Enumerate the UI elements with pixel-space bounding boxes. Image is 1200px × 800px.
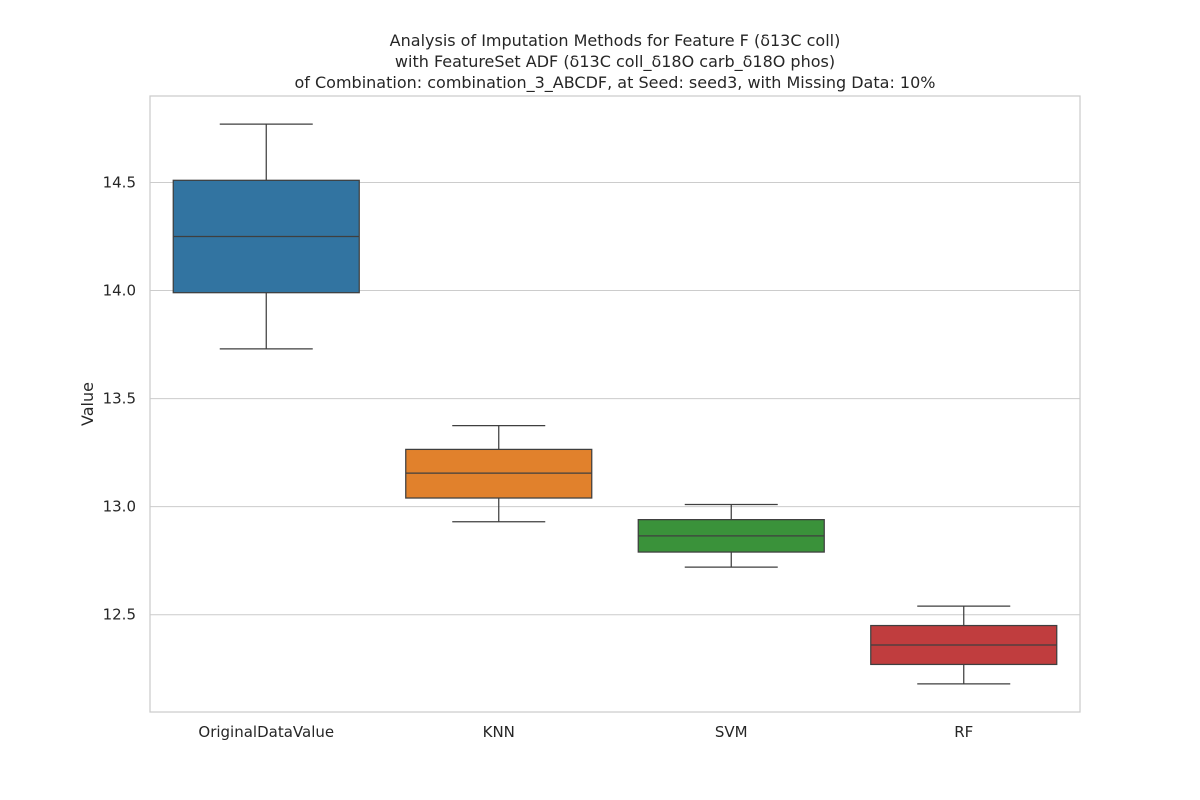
chart-title-line-3: of Combination: combination_3_ABCDF, at … xyxy=(294,73,936,92)
x-tick-label: KNN xyxy=(483,723,515,741)
y-tick-label: 14.5 xyxy=(103,173,136,191)
x-tick-label: SVM xyxy=(715,723,748,741)
chart-title-line-1: Analysis of Imputation Methods for Featu… xyxy=(389,31,841,50)
y-tick-label: 13.0 xyxy=(103,498,136,516)
x-tick-label: RF xyxy=(954,723,973,741)
x-tick-label: OriginalDataValue xyxy=(198,723,334,741)
y-axis-label: Value xyxy=(78,382,97,426)
chart-title-line-2: with FeatureSet ADF (δ13C coll_δ18O carb… xyxy=(394,52,836,71)
y-tick-label: 14.0 xyxy=(103,282,136,300)
plot-frame xyxy=(149,95,1081,713)
chart-title: Analysis of Imputation Methods for Featu… xyxy=(150,30,1080,93)
y-tick-label: 13.5 xyxy=(103,390,136,408)
y-tick-label: 12.5 xyxy=(103,606,136,624)
